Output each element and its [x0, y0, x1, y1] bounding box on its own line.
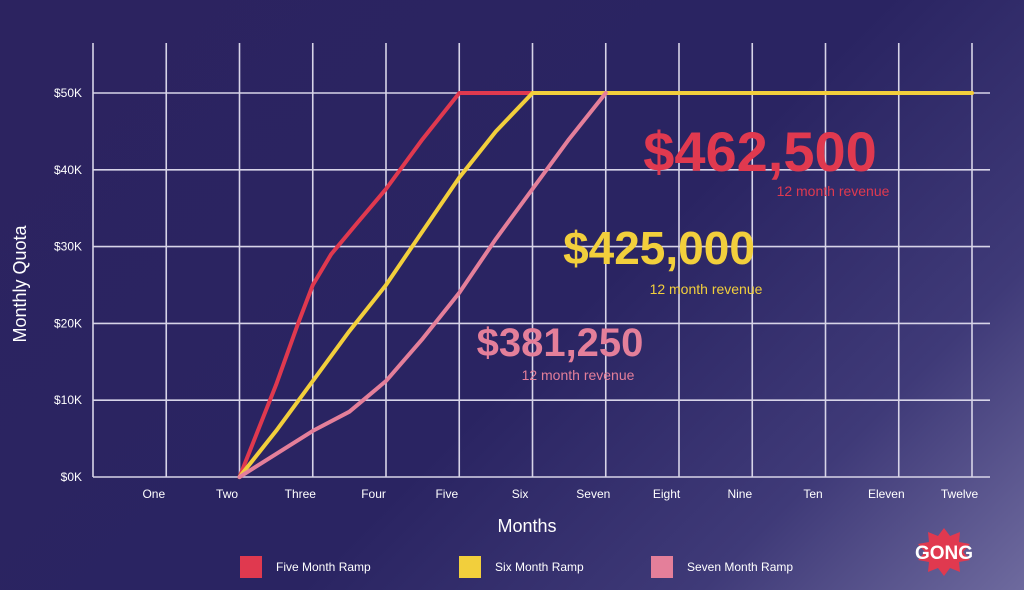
x-tick-label: Four: [361, 487, 386, 501]
legend: Five Month Ramp Six Month Ramp Seven Mon…: [240, 556, 793, 578]
x-tick-label: Eleven: [868, 487, 905, 501]
legend-label-seven-month: Seven Month Ramp: [687, 560, 793, 574]
x-tick-label: One: [142, 487, 165, 501]
x-tick-label: Three: [285, 487, 317, 501]
series-line-six-month: [237, 91, 974, 479]
x-tick-label: Two: [216, 487, 238, 501]
series-line-seven-month: [237, 91, 608, 479]
y-axis-ticks: $0K $10K $20K $30K $40K $50K: [54, 86, 82, 484]
x-tick-label: Nine: [727, 487, 752, 501]
y-tick-label: $0K: [61, 470, 82, 484]
logo-text: GONG: [915, 543, 973, 564]
x-tick-label: Eight: [653, 487, 681, 501]
legend-swatch-six-month: [459, 556, 481, 578]
annotation-seven-month-label: 12 month revenue: [522, 367, 635, 383]
gong-logo: GONG: [915, 528, 973, 576]
legend-swatch-seven-month: [651, 556, 673, 578]
x-axis-ticks: One Two Three Four Five Six Seven Eight Nine Ten E…: [142, 487, 978, 501]
annotation-five-month-value: $462,500: [643, 120, 877, 183]
legend-label-five-month: Five Month Ramp: [276, 560, 371, 574]
annotation-six-month-value: $425,000: [563, 222, 755, 274]
x-tick-label: Ten: [803, 487, 822, 501]
y-axis-title: Monthly Quota: [10, 224, 30, 342]
annotation-six-month-label: 12 month revenue: [650, 281, 763, 297]
legend-swatch-five-month: [240, 556, 262, 578]
y-tick-label: $40K: [54, 163, 82, 177]
logo-burst-icon: [918, 528, 970, 576]
y-tick-label: $20K: [54, 316, 82, 330]
y-tick-label: $30K: [54, 240, 82, 254]
x-tick-label: Five: [435, 487, 458, 501]
series-line-five-month: [237, 91, 974, 479]
series-lines: [237, 91, 974, 479]
chart-grid: [92, 43, 990, 478]
x-tick-label: Six: [512, 487, 529, 501]
annotation-five-month-label: 12 month revenue: [777, 183, 890, 199]
x-axis-title: Months: [497, 516, 556, 536]
y-tick-label: $50K: [54, 86, 82, 100]
y-tick-label: $10K: [54, 393, 82, 407]
legend-label-six-month: Six Month Ramp: [495, 560, 584, 574]
annotation-seven-month-value: $381,250: [477, 321, 644, 365]
x-tick-label: Seven: [576, 487, 610, 501]
x-tick-label: Twelve: [941, 487, 979, 501]
